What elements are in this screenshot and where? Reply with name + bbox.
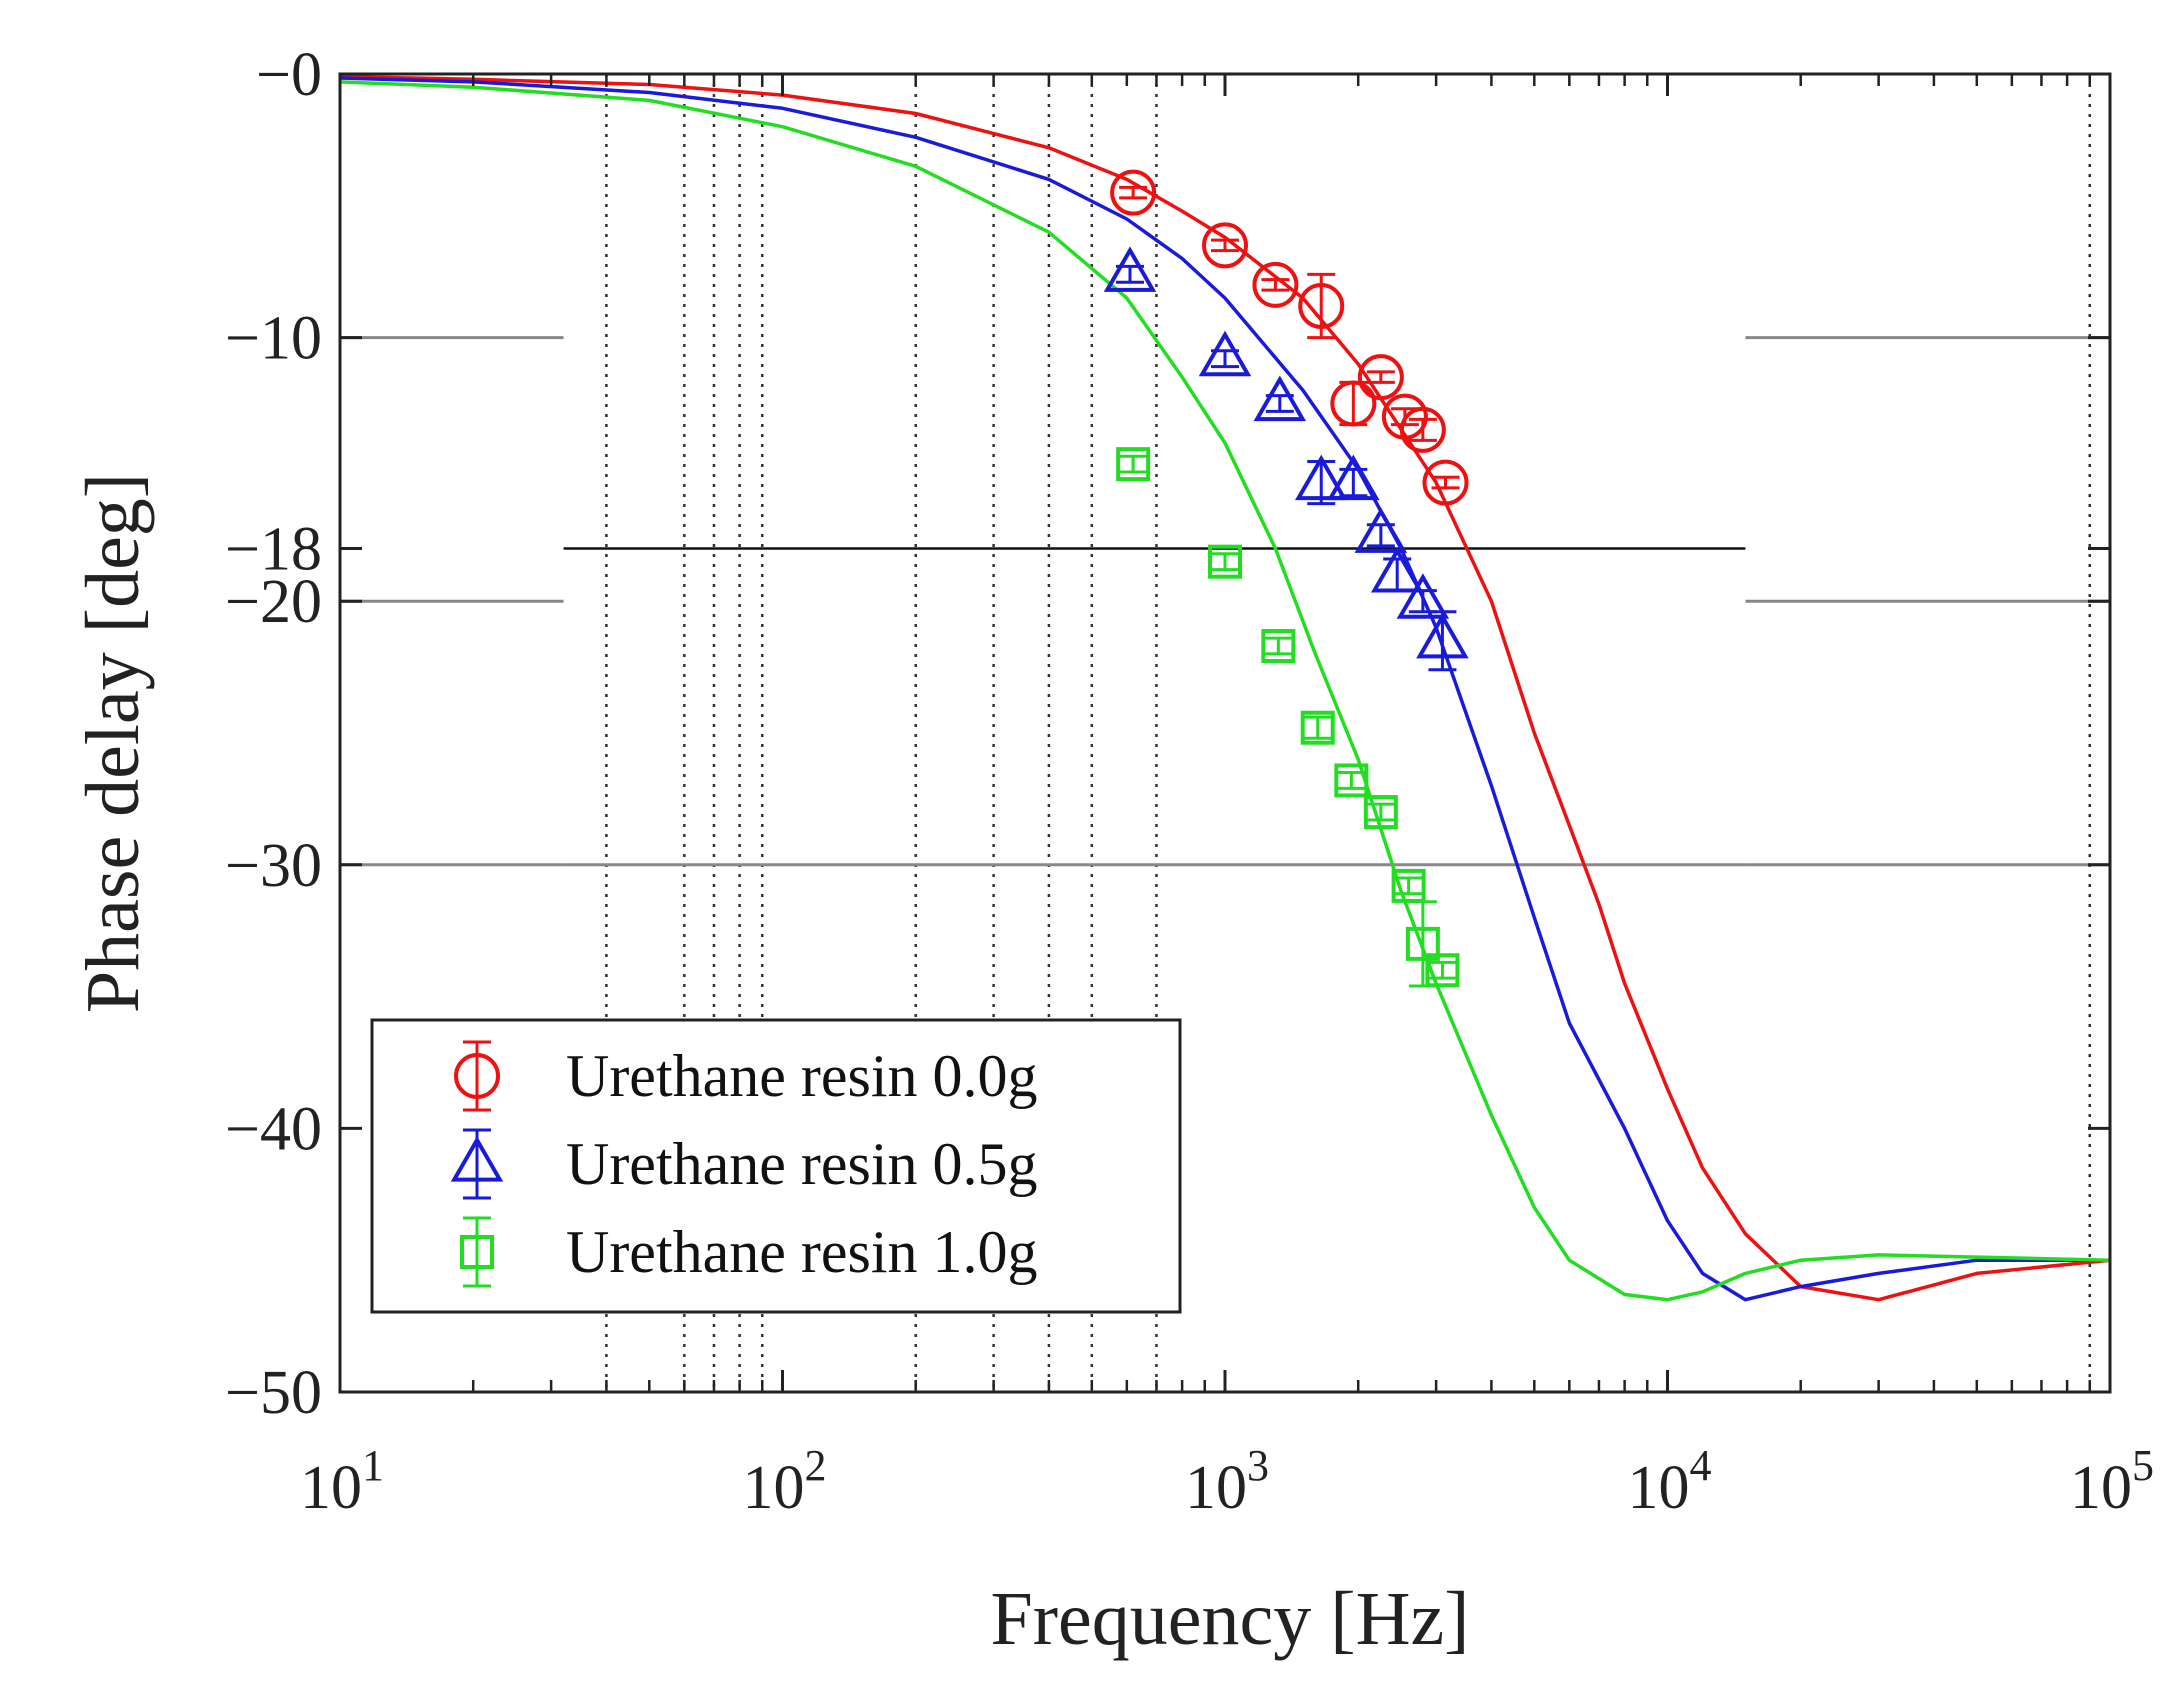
data-point <box>1103 246 1157 292</box>
data-point-circle <box>1252 261 1299 308</box>
data-point <box>1391 868 1426 903</box>
data-point-circle <box>1399 406 1446 453</box>
y-tick-label: −50 <box>225 1359 322 1427</box>
data-point <box>1422 459 1469 506</box>
data-point <box>1202 222 1248 269</box>
data-point-triangle <box>1396 573 1450 619</box>
x-tick-label: 103 <box>1185 1441 1269 1522</box>
data-point <box>1294 454 1348 506</box>
data-point <box>1399 406 1446 453</box>
data-point-triangle <box>1294 454 1348 501</box>
y-tick-label: −10 <box>225 305 322 373</box>
x-tick-base: 10 <box>1185 1454 1247 1522</box>
y-tick-label: −0 <box>256 41 322 109</box>
x-axis-title: Frequency [Hz] <box>990 1577 1469 1661</box>
data-point <box>1261 629 1296 664</box>
y-tick-label: −20 <box>225 568 322 636</box>
x-tick-base: 10 <box>300 1454 362 1522</box>
x-tick-exponent: 1 <box>362 1441 384 1490</box>
legend-box <box>370 1018 1182 1314</box>
data-point-triangle <box>450 1135 504 1182</box>
data-point-circle <box>454 1053 500 1099</box>
data-point <box>1253 375 1307 422</box>
legend-entry: Urethane resin 0.0g <box>454 1040 1038 1112</box>
data-point-square <box>1405 926 1440 961</box>
data-point <box>1354 507 1408 553</box>
data-point-square <box>1391 868 1426 903</box>
y-tick-label: −40 <box>225 1095 322 1163</box>
data-point-circle <box>1330 380 1377 427</box>
data-point <box>1416 610 1469 672</box>
fit-curve <box>339 74 2111 1302</box>
data-point <box>1198 330 1252 377</box>
grid-layer <box>340 74 2110 1392</box>
x-tick-label: 104 <box>1628 1441 1712 1522</box>
x-tick-label: 101 <box>300 1441 384 1522</box>
data-point-square <box>1208 544 1242 579</box>
data-point <box>1298 272 1345 340</box>
x-tick-exponent: 2 <box>805 1441 827 1490</box>
data-point <box>1330 380 1377 427</box>
data-point <box>1425 953 1460 988</box>
data-point-circle <box>1202 222 1248 269</box>
data-point-square <box>1116 447 1151 482</box>
data-point <box>1208 544 1242 579</box>
data-point-circle <box>1298 282 1345 329</box>
data-point-square <box>460 1235 494 1269</box>
data-point-triangle <box>1416 612 1469 659</box>
legend-label: Urethane resin 0.0g <box>566 1043 1038 1109</box>
data-point-circle <box>1357 354 1404 401</box>
x-tick-base: 10 <box>743 1454 805 1522</box>
data-point <box>1363 795 1398 830</box>
data-point <box>1110 169 1157 216</box>
data-point-square <box>1425 953 1460 988</box>
data-point-square <box>1334 763 1369 798</box>
data-point-circle <box>1422 459 1469 506</box>
data-point <box>1370 546 1424 593</box>
legend: Urethane resin 0.0g Urethane resin 0.5g Ur… <box>370 1018 1182 1314</box>
data-point-circle <box>1110 169 1157 216</box>
data-point-square <box>1363 795 1398 830</box>
data-point <box>1327 454 1380 501</box>
data-point-triangle <box>1253 375 1307 422</box>
x-tick-exponent: 3 <box>1247 1441 1269 1490</box>
x-tick-label: 102 <box>743 1441 827 1522</box>
data-point-triangle <box>1370 546 1424 593</box>
x-tick-base: 10 <box>2070 1454 2132 1522</box>
y-axis-title: Phase delay [deg] <box>71 473 155 1013</box>
data-point-triangle <box>1198 330 1252 377</box>
data-point <box>1252 261 1299 308</box>
legend-entry: Urethane resin 0.5g <box>450 1128 1038 1200</box>
data-point <box>1334 763 1369 798</box>
legend-entry: Urethane resin 1.0g <box>460 1216 1038 1288</box>
data-point <box>1357 354 1404 401</box>
data-point-triangle <box>1327 454 1380 501</box>
data-markers <box>1103 169 1469 988</box>
x-tick-label: 105 <box>2070 1441 2154 1522</box>
y-tick-label: −18 <box>225 515 322 583</box>
legend-label: Urethane resin 1.0g <box>566 1219 1038 1285</box>
data-point <box>1300 710 1335 745</box>
data-point-triangle <box>1354 507 1408 553</box>
data-point-square <box>1261 629 1296 664</box>
x-tick-exponent: 4 <box>1690 1441 1712 1490</box>
x-tick-base: 10 <box>1628 1454 1690 1522</box>
axes-frame <box>338 72 2112 1394</box>
y-tick-label: −30 <box>225 832 322 900</box>
x-tick-exponent: 5 <box>2132 1441 2154 1490</box>
legend-label: Urethane resin 0.5g <box>566 1131 1038 1197</box>
data-point <box>1116 447 1151 482</box>
data-point-triangle <box>1103 246 1157 292</box>
data-point-square <box>1300 710 1335 745</box>
